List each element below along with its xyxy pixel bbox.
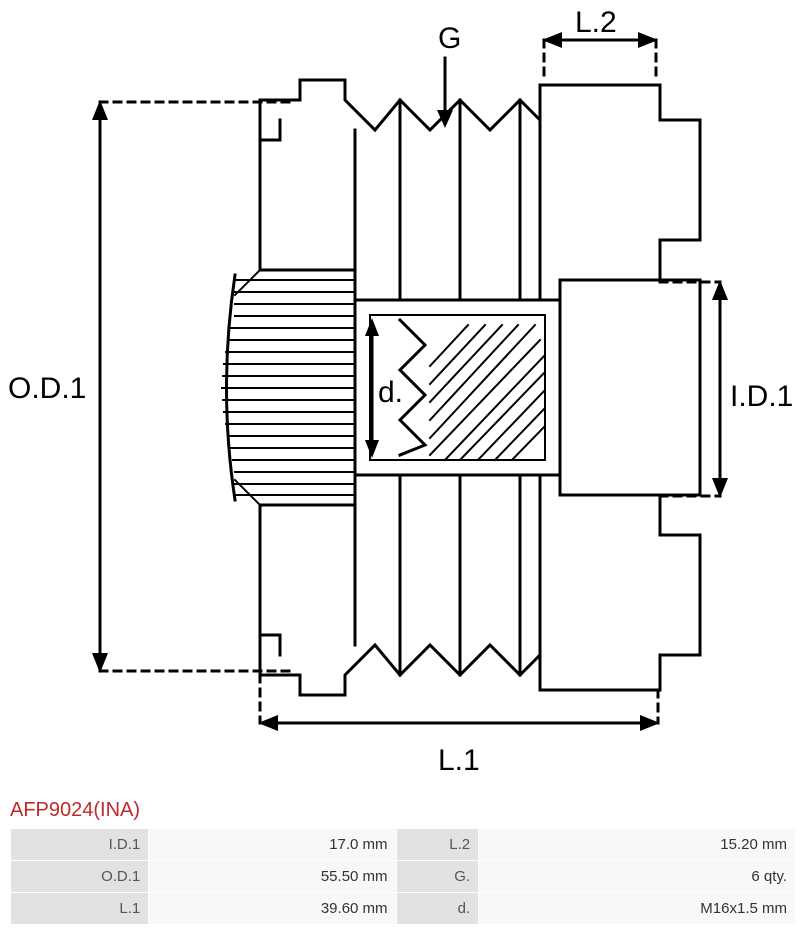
spec-label: L.2 [397, 829, 479, 860]
spec-value: 55.50 mm [149, 861, 395, 892]
spec-label: d. [397, 893, 479, 924]
label-g: G [438, 22, 461, 55]
spec-label: G. [397, 861, 479, 892]
spec-label: O.D.1 [11, 861, 148, 892]
label-id1: I.D.1 [730, 380, 793, 413]
label-l1: L.1 [438, 744, 480, 777]
table-row: I.D.1 17.0 mm L.2 15.20 mm [11, 829, 795, 860]
spec-label: I.D.1 [11, 829, 148, 860]
spec-value: M16x1.5 mm [479, 893, 795, 924]
label-od1: O.D.1 [8, 372, 86, 405]
spec-table: I.D.1 17.0 mm L.2 15.20 mm O.D.1 55.50 m… [10, 828, 796, 925]
spec-label: L.1 [11, 893, 148, 924]
product-code: AFP9024(INA) [0, 795, 809, 828]
spec-value: 39.60 mm [149, 893, 395, 924]
label-l2: L.2 [575, 6, 617, 39]
diagram-area: G L.2 O.D.1 d. I.D.1 L.1 [0, 0, 809, 795]
spec-value: 6 qty. [479, 861, 795, 892]
spec-value: 17.0 mm [149, 829, 395, 860]
table-row: O.D.1 55.50 mm G. 6 qty. [11, 861, 795, 892]
label-d: d. [378, 376, 403, 409]
table-row: L.1 39.60 mm d. M16x1.5 mm [11, 893, 795, 924]
pulley-diagram: G L.2 O.D.1 d. I.D.1 L.1 [0, 0, 809, 795]
spec-value: 15.20 mm [479, 829, 795, 860]
